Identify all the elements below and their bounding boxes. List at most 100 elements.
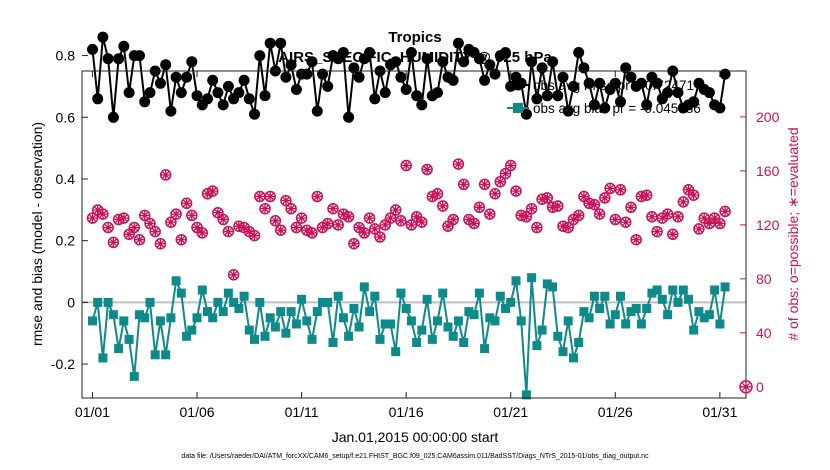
point-0-98: [599, 102, 611, 114]
point-1-54: [370, 291, 380, 301]
point-3-103: [625, 202, 636, 213]
point-1-58: [391, 347, 401, 357]
point-1-99: [605, 319, 615, 329]
point-3-42: [307, 227, 318, 238]
point-0-75: [479, 74, 491, 86]
point-1-64: [422, 294, 432, 304]
point-0-102: [620, 62, 632, 74]
point-3-13: [155, 238, 166, 249]
point-3-47: [333, 219, 344, 230]
point-3-107: [646, 211, 657, 222]
point-1-82: [516, 316, 526, 326]
point-1-55: [375, 334, 385, 344]
point-1-24: [213, 297, 223, 307]
point-1-113: [678, 285, 688, 295]
point-0-66: [432, 87, 443, 99]
point-3-20: [192, 222, 203, 233]
point-1-67: [438, 288, 448, 298]
point-3-31: [249, 230, 260, 241]
point-0-18: [181, 71, 193, 83]
point-3-82: [516, 210, 527, 221]
point-3-116: [693, 223, 704, 234]
point-0-95: [583, 77, 595, 89]
point-0-32: [254, 50, 266, 62]
point-1-13: [155, 316, 165, 326]
point-3-63: [416, 217, 427, 228]
point-0-88: [547, 56, 559, 68]
point-3-96: [589, 199, 600, 210]
point-0-91: [562, 105, 574, 117]
point-0-110: [662, 87, 674, 99]
point-1-59: [396, 288, 406, 298]
y-tick-label-2: 0.2: [56, 233, 76, 249]
point-3-99: [605, 183, 616, 194]
point-0-89: [552, 90, 564, 102]
legend-bias-marker: [513, 103, 523, 113]
point-3-21: [197, 227, 208, 238]
point-1-68: [443, 322, 453, 332]
point-0-5: [113, 53, 125, 65]
point-0-37: [280, 71, 292, 83]
point-3-16: [171, 209, 182, 220]
legend-bias-label: obs avg bias pr = -0.045586: [533, 101, 701, 116]
point-0-60: [400, 84, 412, 95]
point-3-93: [573, 210, 584, 221]
point-3-1: [92, 205, 103, 216]
point-1-62: [412, 338, 422, 347]
point-3-22: [202, 188, 213, 199]
y-right-tick-label-1: 40: [756, 325, 772, 341]
point-1-2: [98, 353, 108, 363]
point-3-35: [270, 215, 281, 226]
point-1-3: [103, 297, 113, 307]
point-0-62: [411, 90, 423, 102]
point-0-7: [123, 87, 135, 99]
point-0-48: [337, 47, 349, 58]
y-right-tick-label-4: 160: [756, 163, 780, 179]
point-0-43: [311, 105, 323, 117]
point-3-73: [469, 218, 480, 229]
point-1-18: [182, 331, 192, 341]
point-3-74: [474, 202, 485, 213]
point-1-78: [495, 291, 505, 301]
legend-rmse-marker: [512, 79, 524, 91]
point-3-102: [620, 217, 631, 228]
point-0-56: [379, 87, 391, 99]
point-1-15: [166, 313, 176, 323]
point-0-50: [348, 62, 360, 74]
y-tick-label-4: 0.6: [56, 109, 76, 125]
point-0-54: [369, 93, 381, 105]
point-3-95: [584, 198, 595, 209]
point-0-86: [536, 62, 548, 74]
point-1-1: [93, 297, 103, 307]
point-1-65: [427, 334, 437, 344]
y-axis-label: rmse and bias (model - observation): [29, 122, 45, 346]
point-0-2: [97, 31, 109, 43]
point-0-87: [541, 90, 553, 102]
point-1-8: [129, 371, 139, 381]
point-3-5: [113, 214, 124, 225]
point-0-106: [641, 99, 653, 111]
point-3-55: [375, 231, 386, 242]
point-0-20: [191, 90, 203, 102]
point-3-110: [662, 209, 673, 220]
point-3-66: [432, 188, 443, 199]
point-1-90: [558, 347, 568, 357]
point-1-70: [453, 316, 463, 326]
point-0-38: [285, 59, 297, 71]
point-3-112: [673, 211, 684, 222]
point-0-74: [473, 53, 485, 65]
point-1-115: [689, 325, 699, 335]
point-1-63: [417, 325, 427, 335]
point-3-52: [359, 227, 370, 238]
point-0-17: [175, 87, 187, 99]
point-1-27: [229, 297, 239, 307]
point-3-12: [150, 226, 161, 237]
point-0-11: [144, 87, 156, 99]
point-1-87: [542, 279, 552, 289]
y-ticks: -0.2 0 0.2 0.4 0.6 0.8: [51, 48, 88, 372]
point-1-44: [318, 297, 327, 307]
point-1-92: [569, 353, 578, 363]
point-1-100: [610, 310, 620, 320]
point-0-67: [437, 56, 449, 68]
point-1-53: [365, 307, 375, 317]
